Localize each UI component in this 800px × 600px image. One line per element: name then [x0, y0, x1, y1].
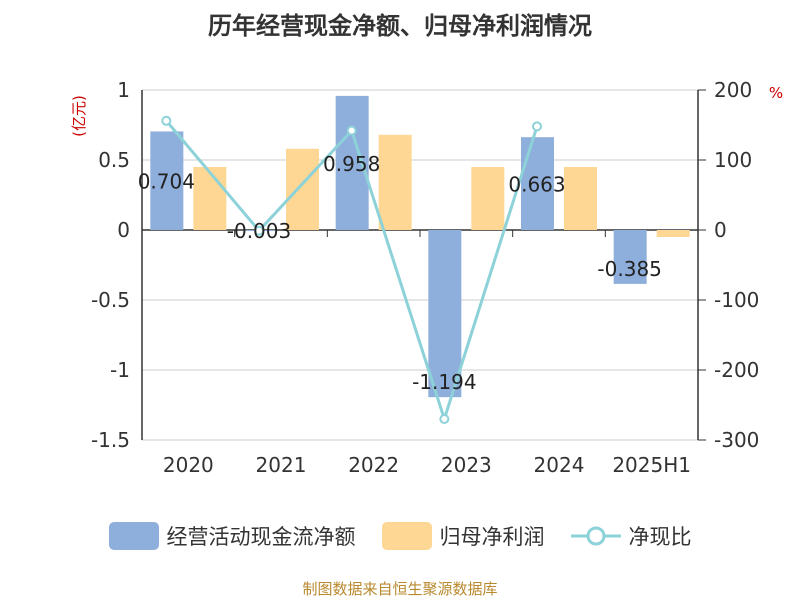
- point-cash-ratio: [439, 414, 450, 424]
- right-tick-label: -300: [714, 428, 759, 452]
- legend-item-operating-cash-flow[interactable]: 经营活动现金流净额: [108, 521, 356, 551]
- right-axis-unit: %: [769, 84, 783, 102]
- left-tick-label: -1: [110, 358, 130, 382]
- left-tick-label: 0: [117, 218, 130, 242]
- bar-net-profit: [471, 167, 505, 230]
- chart-title: 历年经营现金净额、归母净利润情况: [208, 12, 592, 40]
- x-tick-label: 2024: [534, 453, 585, 477]
- legend: 经营活动现金流净额 归母净利润 净现比: [0, 516, 800, 556]
- source-note: 制图数据来自恒生聚源数据库: [302, 580, 498, 598]
- value-label-operating-cash-flow: 0.663: [508, 173, 565, 197]
- legend-item-cash-ratio[interactable]: 净现比: [570, 521, 692, 551]
- left-tick-label: -1.5: [91, 428, 130, 452]
- point-cash-ratio: [254, 225, 264, 236]
- bar-net-profit: [656, 230, 690, 237]
- right-tick-label: 100: [714, 148, 752, 172]
- bar-operating-cash-flow: [521, 137, 554, 230]
- bar-operating-cash-flow: [428, 230, 462, 398]
- point-cash-ratio: [532, 121, 542, 132]
- bar-operating-cash-flow: [150, 131, 184, 230]
- legend-swatch-net-profit: [381, 522, 432, 550]
- legend-swatch-operating-cash-flow: [108, 522, 159, 550]
- right-tick-label: 0: [714, 218, 727, 242]
- legend-label-operating-cash-flow: 经营活动现金流净额: [166, 525, 356, 549]
- legend-line-marker-icon: [570, 526, 621, 546]
- bar-net-profit: [378, 134, 412, 230]
- legend-label-cash-ratio: 净现比: [628, 525, 692, 549]
- left-tick-label: -0.5: [91, 288, 130, 312]
- value-label-operating-cash-flow: -1.194: [412, 370, 476, 394]
- left-axis-unit: (亿元): [70, 95, 88, 137]
- right-tick-label: 200: [714, 78, 752, 102]
- value-label-operating-cash-flow: 0.958: [323, 152, 380, 176]
- left-tick-label: 0.5: [98, 148, 130, 172]
- x-tick-label: 2022: [348, 453, 399, 477]
- bar-net-profit: [193, 167, 227, 230]
- legend-item-net-profit[interactable]: 归母净利润: [381, 521, 545, 551]
- point-cash-ratio: [346, 125, 357, 136]
- point-cash-ratio: [161, 115, 172, 126]
- value-label-operating-cash-flow: -0.003: [227, 219, 291, 243]
- value-label-operating-cash-flow: -0.385: [597, 257, 661, 281]
- bar-net-profit: [564, 167, 597, 230]
- bar-operating-cash-flow: [613, 230, 647, 284]
- x-tick-label: 2023: [441, 453, 492, 477]
- left-tick-label: 1: [117, 78, 130, 102]
- right-tick-label: -100: [714, 288, 759, 312]
- x-tick-label: 2021: [256, 453, 307, 477]
- bar-net-profit: [286, 148, 319, 230]
- right-tick-label: -200: [714, 358, 759, 382]
- x-tick-label: 2020: [163, 453, 214, 477]
- legend-label-net-profit: 归母净利润: [439, 525, 545, 549]
- x-tick-label: 2025H1: [612, 453, 691, 477]
- value-label-operating-cash-flow: 0.704: [138, 170, 195, 194]
